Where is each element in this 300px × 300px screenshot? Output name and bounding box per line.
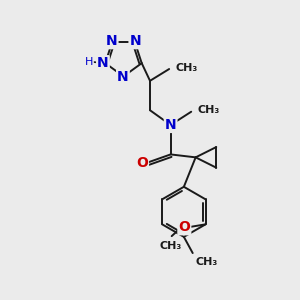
Text: N: N	[117, 70, 129, 84]
Text: O: O	[178, 220, 190, 234]
Text: N: N	[97, 56, 109, 70]
Text: CH₃: CH₃	[196, 257, 218, 268]
Text: N: N	[106, 34, 118, 48]
Text: CH₃: CH₃	[176, 63, 198, 73]
Text: O: O	[136, 156, 148, 170]
Text: CH₃: CH₃	[159, 242, 181, 251]
Text: CH₃: CH₃	[198, 105, 220, 115]
Text: H: H	[85, 57, 93, 67]
Text: N: N	[165, 118, 176, 132]
Text: N: N	[130, 34, 141, 48]
